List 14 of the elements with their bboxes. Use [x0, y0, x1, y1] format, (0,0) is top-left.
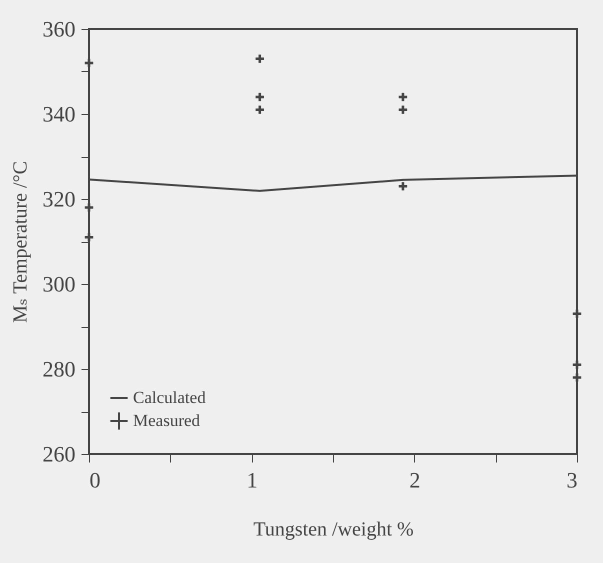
x-tick-label: 0: [90, 468, 100, 492]
legend-label: Calculated: [133, 388, 206, 407]
legend-label: Measured: [133, 411, 201, 430]
x-axis-title: Tungsten /weight %: [253, 518, 414, 540]
y-tick-label: 340: [42, 102, 76, 126]
y-axis-title: Mₛ Temperature /°C: [10, 161, 32, 323]
x-tick-label: 2: [409, 468, 420, 492]
y-tick-label: 300: [42, 272, 76, 296]
x-tick-label: 1: [246, 468, 258, 492]
x-tick-label: 3: [566, 468, 578, 492]
y-tick-label: 320: [42, 186, 76, 212]
y-tick-label: 360: [42, 16, 76, 42]
y-tick-label: 280: [42, 356, 76, 382]
y-tick-label: 260: [42, 442, 76, 466]
